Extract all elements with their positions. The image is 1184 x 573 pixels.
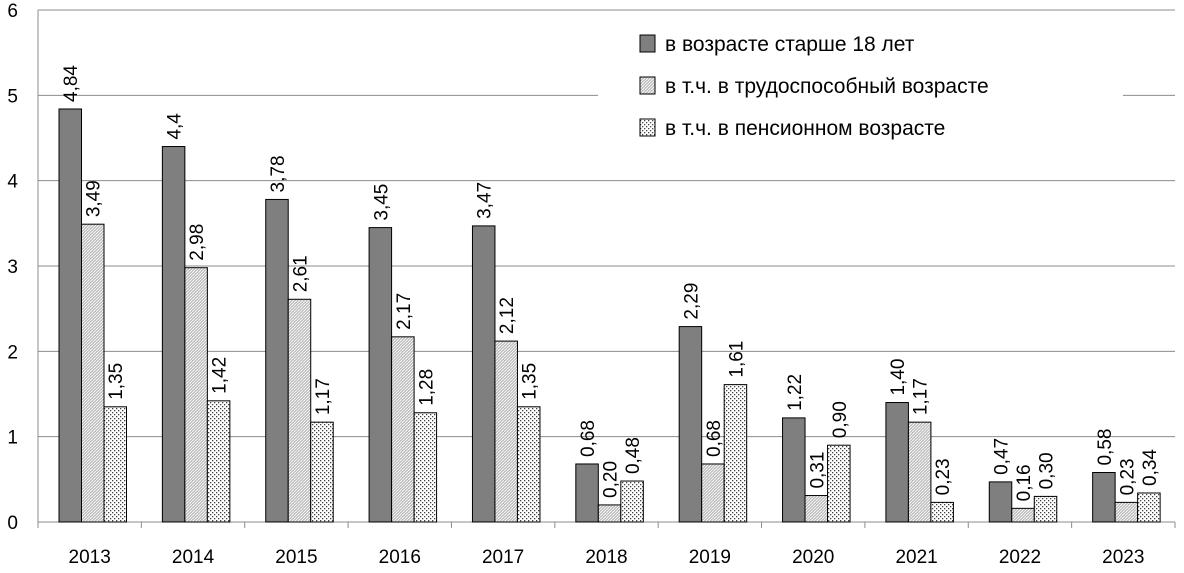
x-tick-label: 2019 xyxy=(689,547,731,568)
y-tick-label: 2 xyxy=(7,342,18,363)
data-label: 4,84 xyxy=(61,65,82,102)
data-label: 0,31 xyxy=(807,452,828,489)
data-label: 0,23 xyxy=(1117,458,1138,495)
data-label: 3,47 xyxy=(475,182,496,219)
bar-series-3 xyxy=(206,400,231,523)
bar-series-2 xyxy=(1011,507,1035,523)
data-label: 1,40 xyxy=(888,359,909,396)
bar-series-3 xyxy=(310,421,334,523)
bar-series-2 xyxy=(287,298,312,523)
x-tick-label: 2023 xyxy=(1102,547,1144,568)
bar-series-3 xyxy=(930,501,954,523)
x-tick-label: 2021 xyxy=(895,547,937,568)
legend-background xyxy=(598,24,1123,152)
legend: в возрасте старше 18 лет в т.ч. в трудосп… xyxy=(598,24,1123,152)
bar-series-1 xyxy=(1092,472,1116,523)
y-tick-label: 5 xyxy=(7,86,18,107)
legend-swatch xyxy=(639,118,656,137)
x-tick-label: 2015 xyxy=(275,547,317,568)
axes: 0 1 2 3 4 5 6 2013 2014 2015 2016 2017 2018 2019 2020 2… xyxy=(7,1,1176,568)
x-tick-label: 2018 xyxy=(585,547,627,568)
data-label: 1,22 xyxy=(785,374,806,411)
bar-series-1 xyxy=(575,463,599,523)
data-label: 0,20 xyxy=(601,461,622,498)
bar-series-3 xyxy=(1137,492,1161,523)
x-tick-label: 2014 xyxy=(172,547,215,568)
data-label: 1,61 xyxy=(726,341,747,378)
data-label: 1,28 xyxy=(416,369,437,406)
bar-series-1 xyxy=(678,326,703,523)
data-label: 2,12 xyxy=(497,297,518,334)
legend-label: в т.ч. в пенсионном возрасте xyxy=(665,117,945,140)
x-tick-label: 2016 xyxy=(379,547,421,568)
data-label: 1,17 xyxy=(911,378,932,415)
data-label: 1,35 xyxy=(520,363,541,400)
y-tick-label: 4 xyxy=(7,172,18,193)
legend-label: в т.ч. в трудоспособный возрасте xyxy=(665,75,989,98)
data-label: 1,35 xyxy=(106,363,127,400)
bar-series-3 xyxy=(723,384,748,523)
y-tick-label: 0 xyxy=(7,513,18,534)
data-label: 3,78 xyxy=(268,155,289,192)
data-label: 0,58 xyxy=(1095,429,1116,466)
bar-series-1 xyxy=(368,227,393,523)
bar-series-2 xyxy=(391,336,415,523)
y-tick-label: 3 xyxy=(7,257,18,278)
bar-series-2 xyxy=(804,495,829,523)
bar-series-2 xyxy=(81,223,105,523)
data-label: 1,17 xyxy=(313,378,334,415)
data-label: 0,90 xyxy=(830,401,851,438)
bar-series-2 xyxy=(701,463,725,523)
bar-series-1 xyxy=(885,402,909,523)
data-label: 0,16 xyxy=(1014,464,1035,501)
data-label: 4,4 xyxy=(165,113,186,140)
data-label: 0,48 xyxy=(623,437,644,474)
data-label: 0,68 xyxy=(704,420,725,457)
data-label: 3,45 xyxy=(371,184,392,221)
data-label: 2,17 xyxy=(394,293,415,330)
y-tick-label: 1 xyxy=(7,428,18,449)
data-label: 2,29 xyxy=(681,283,702,320)
bar-series-2 xyxy=(597,504,622,523)
bar-series-2 xyxy=(907,421,932,523)
data-label: 0,68 xyxy=(578,420,599,457)
x-tick-label: 2020 xyxy=(792,547,834,568)
bar-series-1 xyxy=(58,108,82,523)
data-label: 3,49 xyxy=(84,180,105,217)
legend-swatch xyxy=(639,76,656,95)
bar-series-1 xyxy=(471,225,496,523)
data-label: 0,47 xyxy=(992,438,1013,475)
bar-series-3 xyxy=(827,444,851,523)
y-tick-label: 6 xyxy=(7,1,18,22)
x-tick-label: 2022 xyxy=(999,547,1041,568)
bar-series-1 xyxy=(988,481,1013,523)
bar-series-2 xyxy=(494,340,518,523)
data-label: 2,61 xyxy=(290,255,311,292)
data-labels: 4,84 3,49 1,35 4,4 2,98 1,42 3,78 2,61 1,17 3,45 2… xyxy=(61,65,1161,502)
data-label: 1,42 xyxy=(210,357,231,394)
bar-series-2 xyxy=(1114,501,1139,523)
bar-series-3 xyxy=(1033,495,1058,523)
bar-series-1 xyxy=(265,198,289,523)
bar-series-1 xyxy=(782,417,806,523)
x-tick-label: 2017 xyxy=(482,547,524,568)
bar-series-1 xyxy=(161,146,186,523)
data-label: 2,98 xyxy=(187,224,208,261)
data-label: 0,23 xyxy=(933,458,954,495)
bar-series-3 xyxy=(516,406,541,523)
data-label: 0,30 xyxy=(1037,452,1058,489)
bar-series-2 xyxy=(184,267,208,523)
legend-swatch xyxy=(639,34,656,53)
bar-series-3 xyxy=(620,480,644,523)
bar-series-3 xyxy=(413,412,438,523)
bar-series-3 xyxy=(103,406,127,523)
x-tick-label: 2013 xyxy=(69,547,111,568)
bars xyxy=(58,108,1161,523)
legend-label: в возрасте старше 18 лет xyxy=(665,33,915,56)
data-label: 0,34 xyxy=(1140,449,1161,486)
